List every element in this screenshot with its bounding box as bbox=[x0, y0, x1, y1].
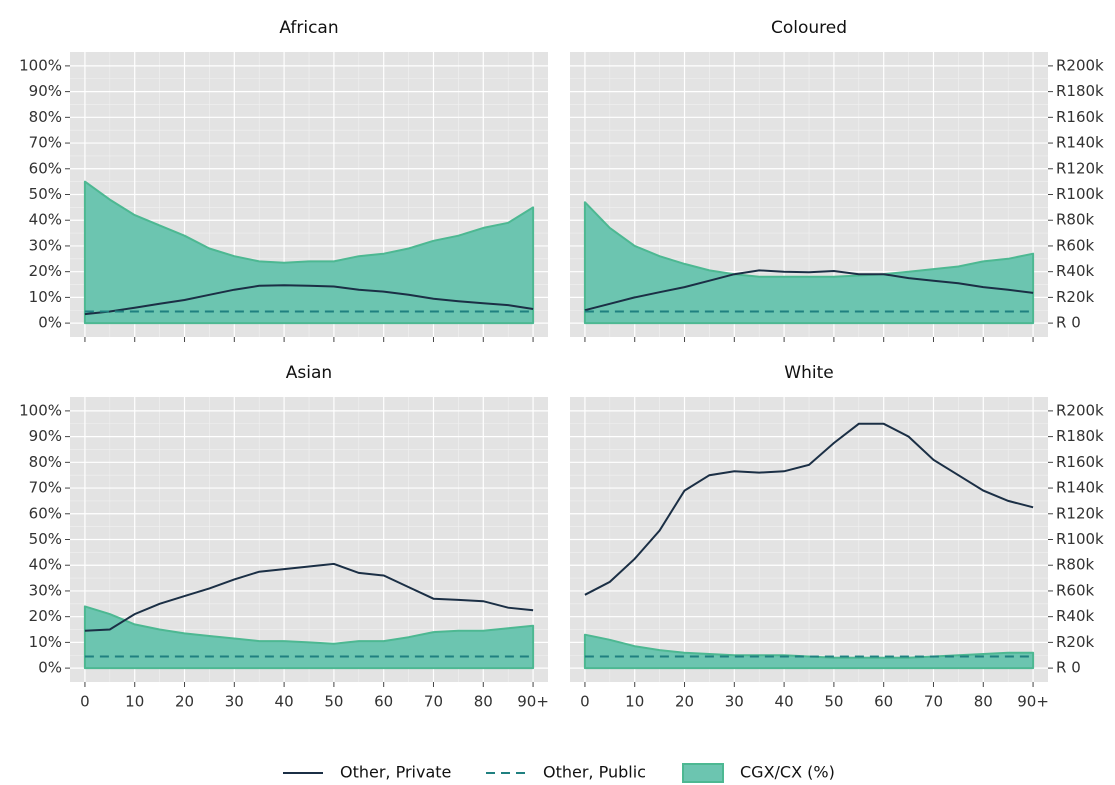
panel-title: African bbox=[279, 18, 338, 38]
x-tick-label: 90+ bbox=[517, 693, 549, 711]
y2-tick-label: R180k bbox=[1056, 427, 1104, 445]
y-tick-label: 80% bbox=[29, 453, 62, 471]
y-tick-label: 80% bbox=[29, 108, 62, 126]
x-tick-label: 60 bbox=[874, 693, 893, 711]
y2-tick-label: R140k bbox=[1056, 134, 1104, 152]
y2-tick-label: R60k bbox=[1056, 236, 1095, 254]
legend-label: CGX/CX (%) bbox=[740, 763, 835, 782]
x-tick-label: 50 bbox=[824, 693, 843, 711]
x-tick-label: 20 bbox=[175, 693, 194, 711]
x-tick-label: 0 bbox=[580, 693, 590, 711]
x-tick-label: 30 bbox=[225, 693, 244, 711]
y2-tick-label: R60k bbox=[1056, 581, 1095, 599]
area bbox=[83, 180, 535, 325]
panel-title: White bbox=[784, 363, 833, 383]
y-tick-label: 20% bbox=[29, 262, 62, 280]
x-tick-label: 90+ bbox=[1017, 693, 1049, 711]
y-tick-label: 90% bbox=[29, 427, 62, 445]
x-tick-label: 40 bbox=[275, 693, 294, 711]
y2-tick-label: R80k bbox=[1056, 211, 1095, 229]
y2-tick-label: R160k bbox=[1056, 453, 1104, 471]
y-tick-label: 20% bbox=[29, 607, 62, 625]
y-tick-label: 40% bbox=[29, 556, 62, 574]
y-tick-label: 100% bbox=[19, 56, 62, 74]
y-tick-label: 0% bbox=[38, 314, 62, 332]
line bbox=[84, 284, 534, 316]
y2-tick-label: R20k bbox=[1056, 633, 1095, 651]
y-tick-label: 10% bbox=[29, 288, 62, 306]
line bbox=[584, 269, 1034, 312]
x-tick-label: 80 bbox=[474, 693, 493, 711]
y2-tick-label: R100k bbox=[1056, 530, 1104, 548]
y2-tick-label: R180k bbox=[1056, 82, 1104, 100]
y-tick-label: 70% bbox=[29, 134, 62, 152]
y-tick-label: 10% bbox=[29, 633, 62, 651]
panel-title: Coloured bbox=[771, 18, 847, 38]
y2-tick-label: R40k bbox=[1056, 607, 1095, 625]
legend-label: Other, Private bbox=[340, 763, 451, 782]
y2-tick-label: R100k bbox=[1056, 185, 1104, 203]
x-tick-label: 0 bbox=[80, 693, 90, 711]
x-tick-label: 60 bbox=[374, 693, 393, 711]
y-tick-label: 60% bbox=[29, 159, 62, 177]
y2-tick-label: R160k bbox=[1056, 108, 1104, 126]
panel-title: Asian bbox=[286, 363, 332, 383]
x-tick-label: 50 bbox=[324, 693, 343, 711]
y2-tick-label: R 0 bbox=[1056, 659, 1081, 677]
x-tick-label: 10 bbox=[625, 693, 644, 711]
y-tick-label: 0% bbox=[38, 659, 62, 677]
y-tick-label: 40% bbox=[29, 211, 62, 229]
x-tick-label: 70 bbox=[924, 693, 943, 711]
x-tick-label: 40 bbox=[775, 693, 794, 711]
y2-tick-label: R140k bbox=[1056, 479, 1104, 497]
y-tick-label: 100% bbox=[19, 401, 62, 419]
x-tick-label: 70 bbox=[424, 693, 443, 711]
area bbox=[583, 633, 1035, 670]
legend-swatch bbox=[682, 763, 724, 783]
line bbox=[584, 422, 1034, 596]
y2-tick-label: R120k bbox=[1056, 159, 1104, 177]
y2-tick-label: R80k bbox=[1056, 556, 1095, 574]
y-tick-label: 70% bbox=[29, 479, 62, 497]
x-tick-label: 30 bbox=[725, 693, 744, 711]
y-tick-label: 50% bbox=[29, 185, 62, 203]
y2-tick-label: R 0 bbox=[1056, 314, 1081, 332]
line bbox=[84, 562, 534, 632]
area bbox=[583, 201, 1035, 325]
y-tick-label: 50% bbox=[29, 530, 62, 548]
y-tick-label: 30% bbox=[29, 581, 62, 599]
y2-tick-label: R200k bbox=[1056, 56, 1104, 74]
x-tick-label: 10 bbox=[125, 693, 144, 711]
y-tick-label: 30% bbox=[29, 236, 62, 254]
y2-tick-label: R120k bbox=[1056, 504, 1104, 522]
area bbox=[83, 605, 535, 670]
y-tick-label: 60% bbox=[29, 504, 62, 522]
y2-tick-label: R20k bbox=[1056, 288, 1095, 306]
x-tick-label: 80 bbox=[974, 693, 993, 711]
y2-tick-label: R40k bbox=[1056, 262, 1095, 280]
legend-label: Other, Public bbox=[543, 763, 646, 782]
x-tick-label: 20 bbox=[675, 693, 694, 711]
y-tick-label: 90% bbox=[29, 82, 62, 100]
y2-tick-label: R200k bbox=[1056, 401, 1104, 419]
